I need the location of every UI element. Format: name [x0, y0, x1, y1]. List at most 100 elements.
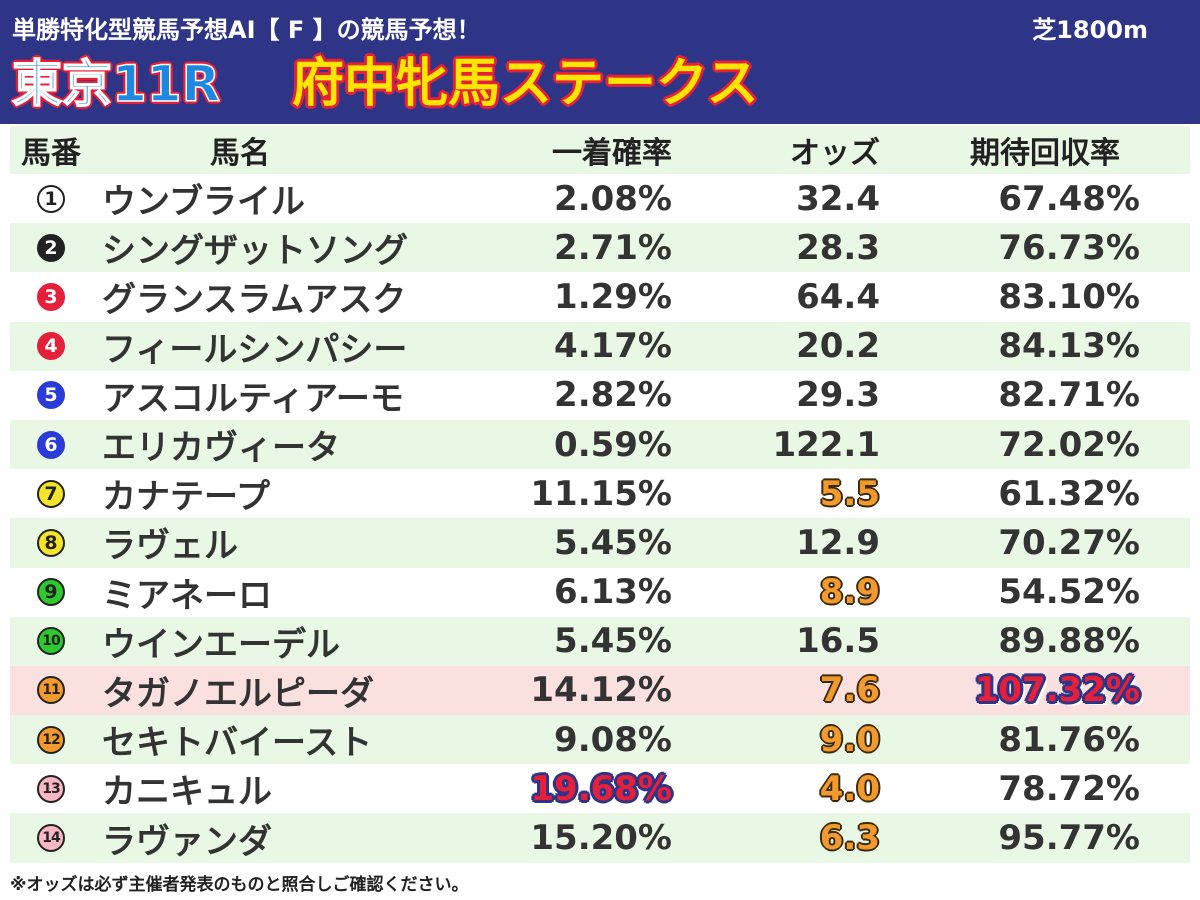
horse-number-badge: 5 — [37, 381, 65, 410]
expected-return: 54.52% — [920, 568, 1140, 617]
table-body: 1 ウンブライル 2.08% 32.4 67.48% 2 シングザットソング 2.71% 28.… — [10, 174, 1190, 863]
win-probability-text: 5.45% — [554, 522, 672, 563]
odds: 9.0 — [710, 715, 880, 764]
horse-name-text: ウインエーデル — [102, 624, 340, 665]
win-probability-text: 4.17% — [554, 326, 672, 367]
table-row: 13 カニキュル 19.68% 4.0 78.72% — [10, 764, 1190, 814]
horse-name: タガノエルピーダ — [102, 666, 462, 715]
table-row: 2 シングザットソング 2.71% 28.3 76.73% — [10, 223, 1190, 273]
horse-name: ウンブライル — [102, 174, 462, 223]
odds-text: 12.9 — [796, 522, 880, 563]
odds-text: 64.4 — [796, 276, 880, 317]
horse-number-badge: 11 — [37, 676, 65, 705]
odds-text: 8.9 — [819, 572, 880, 613]
horse-number-badge: 12 — [37, 725, 65, 754]
odds: 64.4 — [710, 272, 880, 321]
win-probability: 6.13% — [460, 568, 672, 617]
odds: 12.9 — [710, 518, 880, 567]
odds-text: 16.5 — [796, 621, 880, 662]
horse-number-cell: 9 — [10, 568, 92, 617]
horse-number-cell: 6 — [10, 420, 92, 469]
horse-name: セキトバイースト — [102, 715, 462, 764]
expected-return: 72.02% — [920, 420, 1140, 469]
horse-name-text: シングザットソング — [102, 231, 408, 272]
horse-name-text: エリカヴィータ — [102, 428, 340, 469]
win-probability-text: 2.71% — [554, 227, 672, 268]
header-banner: 単勝特化型競馬予想AI【 F 】の競馬予想！ 芝1800m 東京11R 府中牝馬… — [0, 0, 1200, 124]
horse-number-cell: 4 — [10, 322, 92, 371]
expected-return-text: 61.32% — [998, 473, 1140, 514]
horse-number-badge: 8 — [37, 528, 65, 557]
odds: 4.0 — [710, 764, 880, 813]
prediction-table: 馬番 馬名 一着確率 オッズ 期待回収率 1 ウンブライル 2.08% 32.4 67.… — [10, 126, 1190, 863]
horse-number-cell: 12 — [10, 715, 92, 764]
expected-return: 95.77% — [920, 813, 1140, 862]
horse-name: ウインエーデル — [102, 617, 462, 666]
horse-number-badge: 3 — [37, 282, 65, 311]
odds: 8.9 — [710, 568, 880, 617]
expected-return: 78.72% — [920, 764, 1140, 813]
win-probability: 9.08% — [460, 715, 672, 764]
odds-text: 7.6 — [819, 670, 880, 711]
horse-name: シングザットソング — [102, 223, 462, 272]
horse-number-badge: 7 — [37, 479, 65, 508]
horse-number-badge: 2 — [37, 233, 65, 262]
expected-return-text: 72.02% — [998, 424, 1140, 465]
expected-return: 76.73% — [920, 223, 1140, 272]
expected-return-text: 89.88% — [998, 621, 1140, 662]
expected-return-text: 107.32% — [974, 670, 1140, 711]
expected-return: 84.13% — [920, 322, 1140, 371]
table-row: 9 ミアネーロ 6.13% 8.9 54.52% — [10, 567, 1190, 617]
odds-text: 29.3 — [796, 375, 880, 416]
expected-return: 107.32% — [920, 666, 1140, 715]
horse-number-cell: 13 — [10, 764, 92, 813]
horse-number-cell: 1 — [10, 174, 92, 223]
horse-number-badge: 6 — [37, 430, 65, 459]
win-probability-text: 14.12% — [530, 670, 672, 711]
horse-name: カニキュル — [102, 764, 462, 813]
table-row: 5 アスコルティアーモ 2.82% 29.3 82.71% — [10, 370, 1190, 420]
odds-text: 32.4 — [796, 178, 880, 219]
odds-text: 6.3 — [819, 818, 880, 859]
table-row: 6 エリカヴィータ 0.59% 122.1 72.02% — [10, 419, 1190, 470]
expected-return-text: 54.52% — [998, 572, 1140, 613]
win-probability: 4.17% — [460, 322, 672, 371]
win-probability-text: 6.13% — [554, 572, 672, 613]
horse-number-cell: 3 — [10, 272, 92, 321]
subtitle: 単勝特化型競馬予想AI【 F 】の競馬予想！ — [12, 16, 481, 44]
table-header-row: 馬番 馬名 一着確率 オッズ 期待回収率 — [10, 126, 1190, 174]
expected-return: 61.32% — [920, 469, 1140, 518]
table-row: 12 セキトバイースト 9.08% 9.0 81.76% — [10, 715, 1190, 765]
expected-return-text: 78.72% — [998, 768, 1140, 809]
column-header-odds: オッズ — [790, 136, 880, 171]
win-probability: 0.59% — [460, 420, 672, 469]
win-probability: 2.08% — [460, 174, 672, 223]
horse-name-text: アスコルティアーモ — [102, 378, 404, 419]
expected-return-text: 81.76% — [998, 719, 1140, 760]
odds: 32.4 — [710, 174, 880, 223]
win-probability: 5.45% — [460, 617, 672, 666]
horse-number-cell: 5 — [10, 371, 92, 420]
odds-text: 28.3 — [796, 227, 880, 268]
column-header-name: 馬名 — [210, 136, 270, 171]
horse-name: フィールシンパシー — [102, 322, 462, 371]
expected-return-text: 70.27% — [998, 522, 1140, 563]
win-probability-text: 1.29% — [554, 276, 672, 317]
odds-text: 20.2 — [796, 326, 880, 367]
column-header-win-probability: 一着確率 — [552, 136, 672, 171]
horse-name-text: カナテープ — [102, 477, 270, 518]
column-header-expected-return: 期待回収率 — [970, 136, 1120, 171]
odds: 20.2 — [710, 322, 880, 371]
horse-number-cell: 2 — [10, 223, 92, 272]
win-probability: 2.82% — [460, 371, 672, 420]
course-label: 芝1800m — [1032, 16, 1148, 44]
column-header-number: 馬番 — [21, 136, 81, 171]
horse-name: ミアネーロ — [102, 568, 462, 617]
race-name: 府中牝馬ステークス — [292, 54, 759, 114]
expected-return: 67.48% — [920, 174, 1140, 223]
table-row: 10 ウインエーデル 5.45% 16.5 89.88% — [10, 616, 1190, 666]
odds-text: 4.0 — [819, 768, 880, 809]
horse-number-cell: 14 — [10, 813, 92, 862]
odds: 7.6 — [710, 666, 880, 715]
horse-number-cell: 10 — [10, 617, 92, 666]
